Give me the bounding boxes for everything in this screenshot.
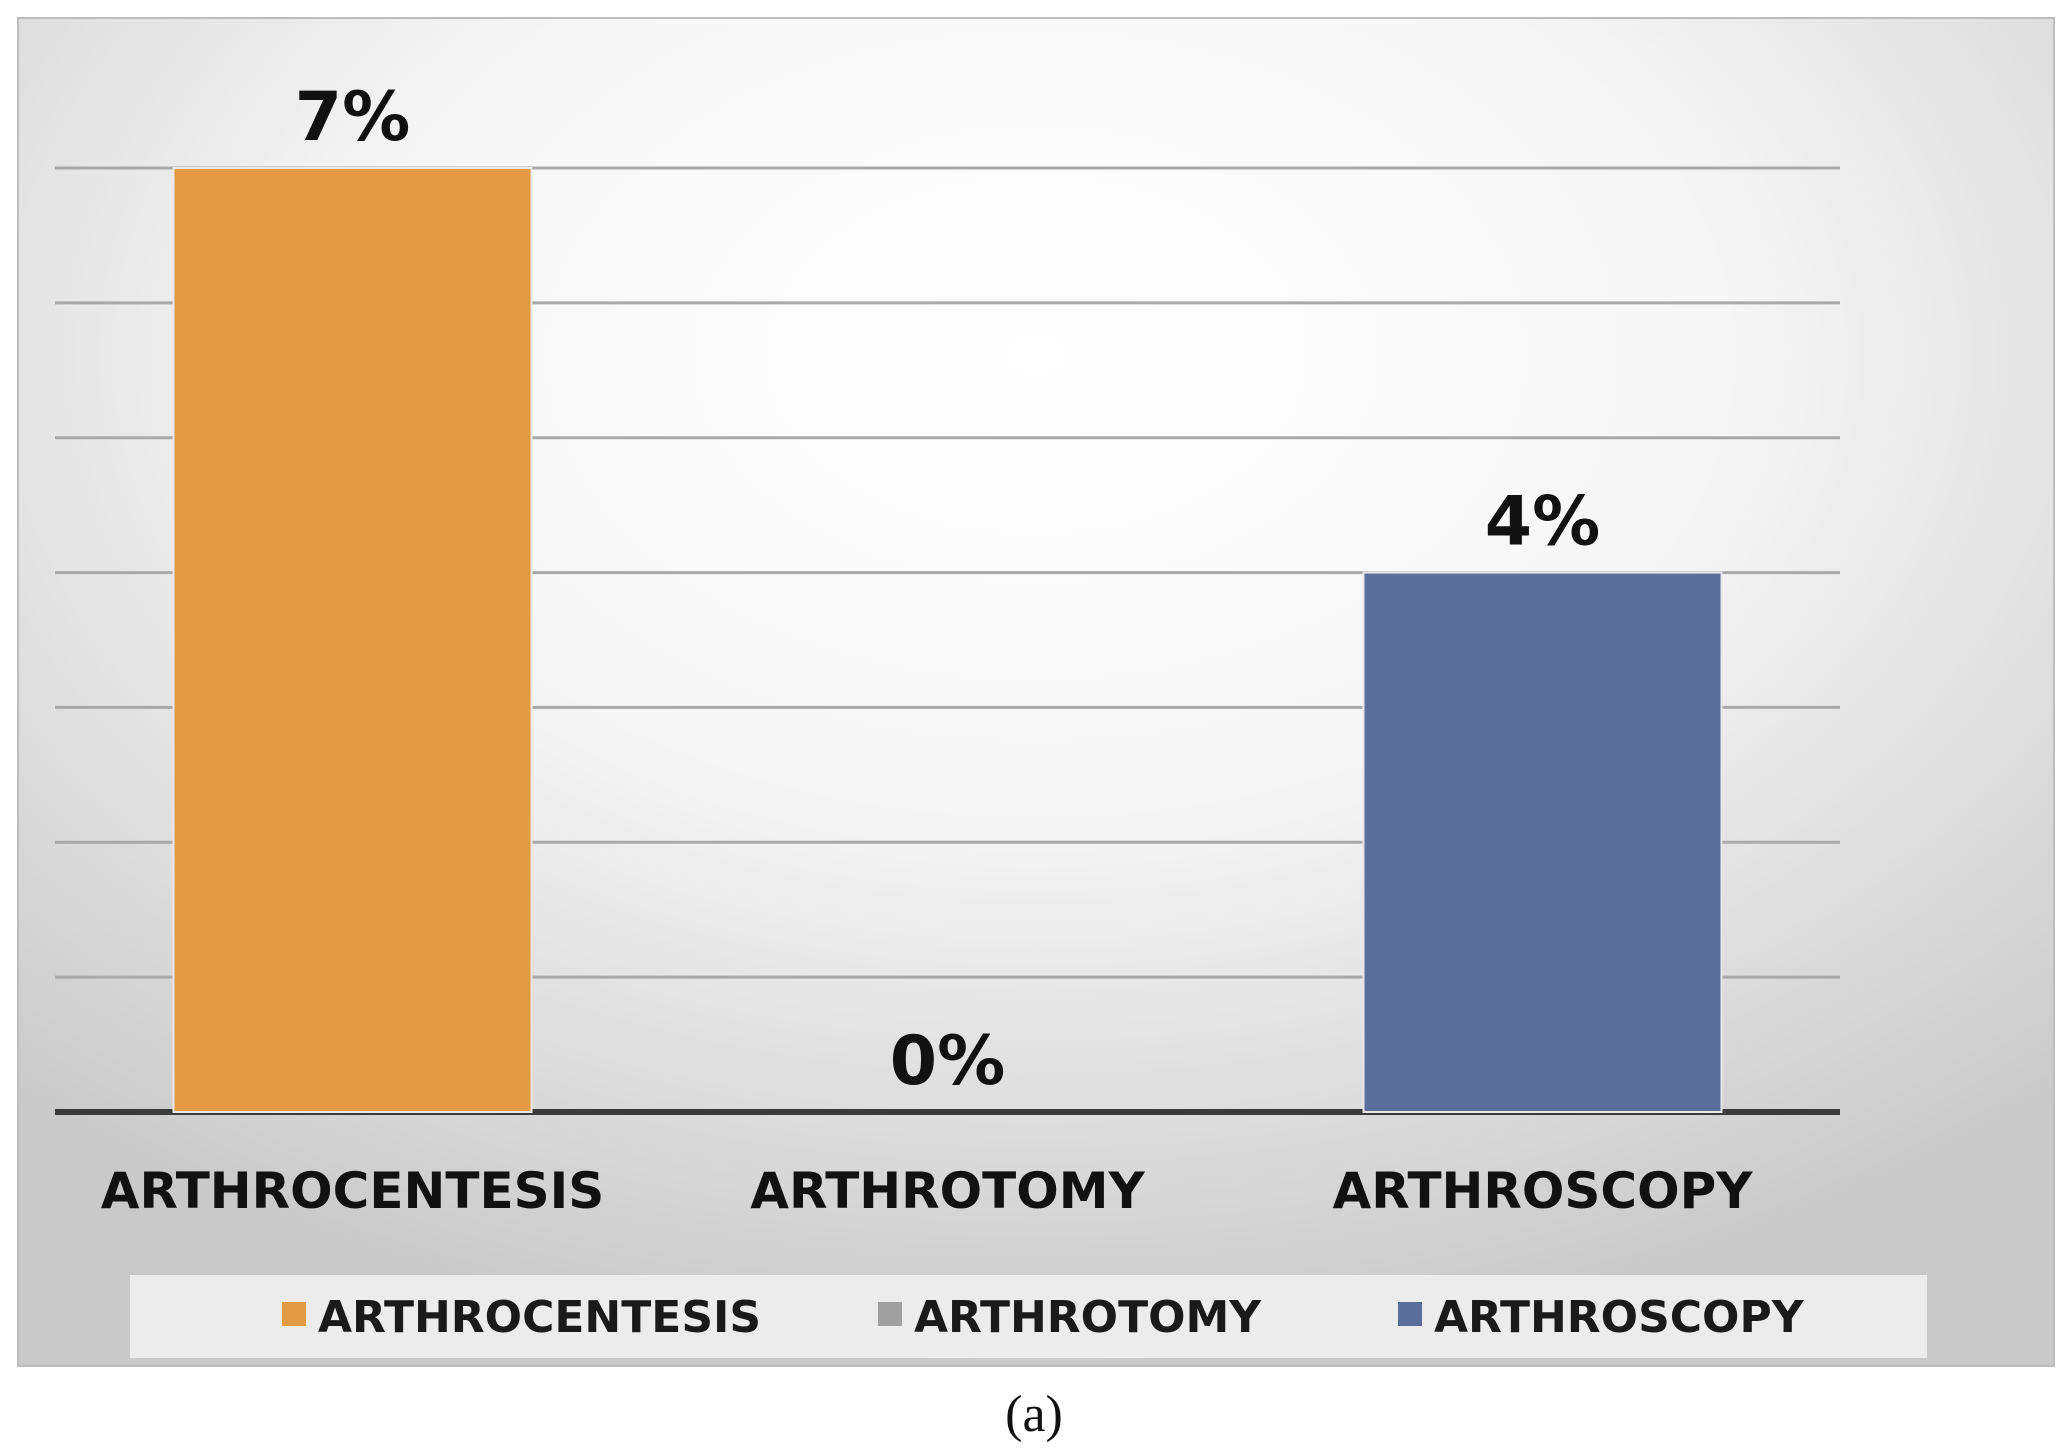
value-label: 0% (890, 1022, 1005, 1101)
x-tick-label: ARTHROCENTESIS (101, 1162, 605, 1220)
legend-swatch (878, 1302, 902, 1326)
legend-label: ARTHROCENTESIS (318, 1292, 761, 1343)
value-label: 4% (1485, 483, 1600, 562)
legend-box (130, 1275, 1927, 1358)
bar-chart: 7% ARTHROCENTESIS 0% ARTHROTOMY 4% ARTHROSCOP… (17, 17, 2055, 1367)
value-label: 7% (295, 78, 410, 157)
legend-swatch (1398, 1302, 1422, 1326)
bar-arthroscopy (1362, 571, 1723, 1113)
x-tick-label: ARTHROSCOPY (1333, 1162, 1754, 1220)
legend-label: ARTHROTOMY (914, 1292, 1262, 1343)
legend-label: ARTHROSCOPY (1434, 1292, 1805, 1343)
x-tick-label: ARTHROTOMY (750, 1162, 1145, 1220)
legend-swatch (282, 1302, 306, 1326)
bar-arthrocentesis (172, 167, 533, 1113)
figure-caption: (a) (1005, 1386, 1063, 1443)
